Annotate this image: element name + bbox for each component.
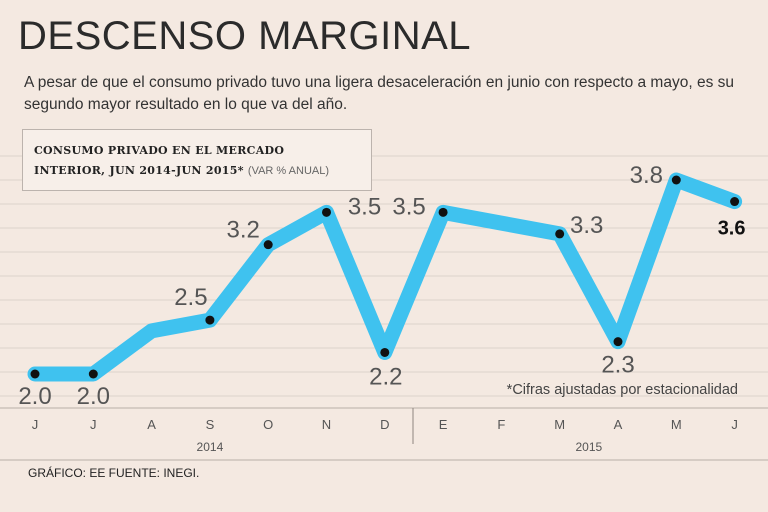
x-tick-label-1: J: [90, 417, 97, 432]
value-label-5: 3.5: [348, 193, 381, 220]
data-point-0: [30, 369, 40, 379]
x-tick-label-2: A: [147, 417, 156, 432]
data-point-7: [438, 207, 448, 217]
legend-title-line2-text: INTERIOR, JUN 2014-JUN 2015*: [34, 164, 244, 177]
value-label-9: 3.3: [570, 212, 603, 239]
series-line: [27, 172, 743, 382]
x-tick-label-4: O: [263, 417, 273, 432]
x-tick-label-10: A: [614, 417, 623, 432]
x-tick-label-11: M: [671, 417, 682, 432]
value-label-1: 2.0: [77, 383, 110, 410]
x-tick-label-3: S: [206, 417, 215, 432]
value-label-4: 3.2: [227, 217, 260, 244]
data-point-11: [671, 175, 681, 185]
value-label-7: 3.5: [392, 193, 425, 220]
value-label-3: 2.5: [174, 284, 207, 311]
chart-subtitle: A pesar de que el consumo privado tuvo u…: [24, 74, 734, 113]
data-point-6: [380, 347, 390, 357]
legend-title-line2: INTERIOR, JUN 2014-JUN 2015* (VAR % ANUA…: [34, 164, 329, 177]
point-labels: 2.0 2.0 2.5 3.2 3.5 2.2 3.5 3.3 2.3 3.8 3.6: [18, 162, 745, 410]
x-tick-label-7: E: [439, 417, 448, 432]
legend-unit: (VAR % ANUAL): [247, 165, 329, 177]
data-point-3: [205, 315, 215, 325]
data-point-4: [263, 240, 273, 250]
data-point-5: [322, 207, 331, 217]
value-label-0: 2.0: [18, 383, 51, 410]
x-tick-label-0: J: [32, 417, 39, 432]
x-axis: J J A S O N D E F M A M J 2014 2015: [0, 407, 768, 461]
legend-box: CONSUMO PRIVADO EN EL MERCADO INTERIOR, …: [22, 129, 372, 191]
x-tick-label-12: J: [731, 417, 738, 432]
data-point-1: [88, 369, 98, 379]
x-tick-label-6: D: [380, 417, 389, 432]
year-label-2015: 2015: [575, 440, 602, 454]
footnote: *Cifras ajustadas por estacionalidad: [506, 382, 738, 398]
year-label-2014: 2014: [197, 440, 224, 454]
data-point-12: [730, 197, 740, 207]
x-tick-label-8: F: [497, 417, 505, 432]
data-point-10: [613, 337, 623, 347]
x-tick-label-5: N: [322, 417, 331, 432]
series-line-consumo: [27, 172, 743, 382]
x-tick-label-9: M: [554, 417, 565, 432]
legend-title-line1: CONSUMO PRIVADO EN EL MERCADO: [34, 144, 285, 157]
data-points: [30, 175, 740, 379]
value-label-11: 3.8: [630, 162, 663, 189]
data-point-9: [555, 229, 565, 239]
credits: GRÁFICO: EE FUENTE: INEGI.: [28, 466, 200, 480]
value-label-10: 2.3: [601, 352, 634, 379]
chart-title: DESCENSO MARGINAL: [18, 14, 472, 58]
value-label-12: 3.6: [718, 218, 746, 240]
value-label-6: 2.2: [369, 363, 402, 390]
